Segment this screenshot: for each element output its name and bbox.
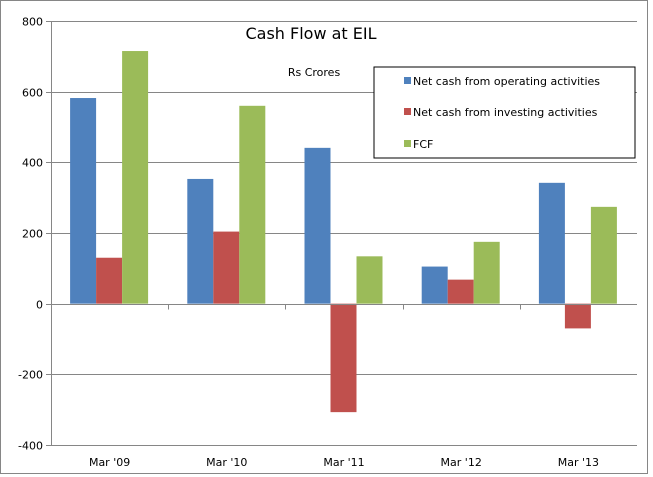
bars bbox=[70, 51, 617, 413]
y-axis-ticks: 800 600 400 200 0 -200 -400 bbox=[18, 16, 51, 453]
y-tick-label: 200 bbox=[22, 228, 43, 241]
axes bbox=[51, 21, 637, 445]
legend: Net cash from operating activities Net ca… bbox=[373, 66, 636, 159]
y-tick-label: 0 bbox=[36, 299, 43, 312]
chart-subtitle: Rs Crores bbox=[288, 66, 341, 79]
x-tick-label: Mar '09 bbox=[89, 456, 130, 469]
bar-net-cash-from-investing-activities-2 bbox=[330, 303, 357, 413]
legend-swatch bbox=[404, 140, 411, 147]
x-tick-label: Mar '13 bbox=[558, 456, 599, 469]
x-tick-label: Mar '10 bbox=[206, 456, 247, 469]
legend-label: Net cash from operating activities bbox=[413, 75, 600, 88]
x-tick-label: Mar '12 bbox=[441, 456, 482, 469]
legend-label: Net cash from investing activities bbox=[413, 106, 598, 119]
bar-net-cash-from-investing-activities-1 bbox=[213, 231, 240, 304]
bar-fcf-1 bbox=[239, 105, 266, 304]
bar-net-cash-from-operating-activities-0 bbox=[70, 98, 97, 304]
y-tick-label: 600 bbox=[22, 87, 43, 100]
y-tick-label: -200 bbox=[18, 369, 43, 382]
bar-fcf-0 bbox=[122, 51, 149, 304]
bar-net-cash-from-operating-activities-2 bbox=[304, 147, 331, 304]
y-tick-label: -400 bbox=[18, 440, 43, 453]
legend-box bbox=[373, 66, 636, 159]
x-axis-ticks: Mar '09 Mar '10 Mar '11 Mar '12 Mar '13 bbox=[89, 304, 599, 469]
legend-swatch bbox=[404, 77, 411, 84]
bar-net-cash-from-investing-activities-0 bbox=[96, 257, 123, 304]
bar-fcf-4 bbox=[590, 206, 617, 304]
legend-label: FCF bbox=[413, 138, 433, 151]
bar-net-cash-from-investing-activities-3 bbox=[447, 279, 474, 304]
bar-net-cash-from-investing-activities-4 bbox=[564, 303, 591, 329]
bar-net-cash-from-operating-activities-4 bbox=[538, 182, 565, 304]
bar-net-cash-from-operating-activities-3 bbox=[421, 266, 448, 304]
bar-fcf-3 bbox=[473, 241, 500, 304]
bar-net-cash-from-operating-activities-1 bbox=[187, 178, 214, 304]
y-tick-label: 800 bbox=[22, 16, 43, 29]
legend-swatch bbox=[404, 108, 411, 115]
bar-fcf-2 bbox=[356, 256, 383, 304]
y-tick-label: 400 bbox=[22, 157, 43, 170]
chart-title: Cash Flow at EIL bbox=[245, 24, 376, 43]
x-tick-label: Mar '11 bbox=[323, 456, 364, 469]
